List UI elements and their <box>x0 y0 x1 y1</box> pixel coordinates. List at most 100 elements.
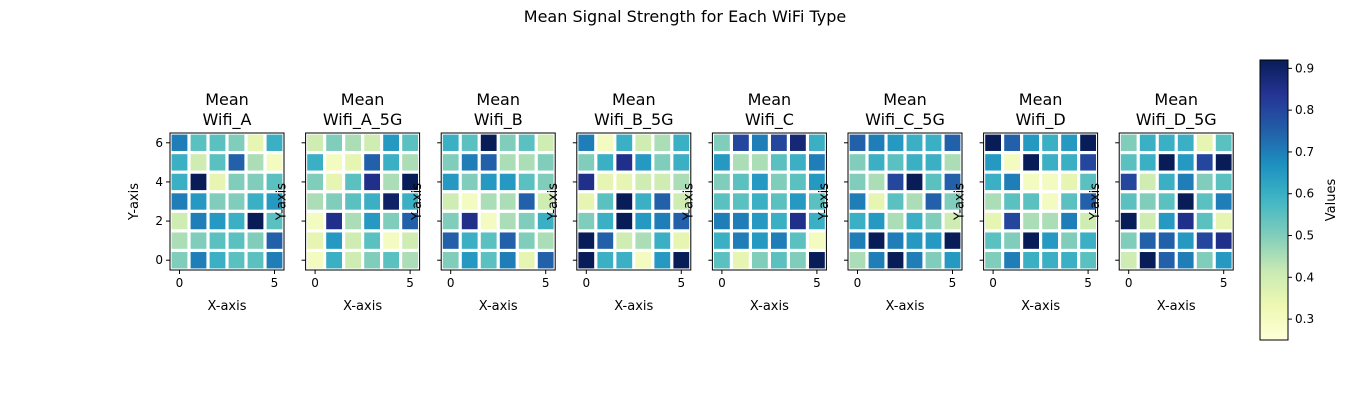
heatmap-cell <box>944 252 961 269</box>
heatmap-cell <box>402 193 418 210</box>
y-tick-label: 6 <box>155 136 163 150</box>
heatmap-cell <box>1120 173 1137 191</box>
heatmap-cell <box>171 154 188 171</box>
heatmap-cell <box>480 134 497 151</box>
heatmap-cell <box>228 252 245 269</box>
heatmap-cell <box>326 232 342 249</box>
heatmap-cell <box>809 212 825 230</box>
heatmap-cell <box>1215 232 1232 249</box>
x-tick-label: 5 <box>542 276 550 290</box>
heatmap-cell <box>809 252 825 269</box>
heatmap-cell <box>442 173 459 191</box>
heatmap-cell <box>597 134 614 151</box>
heatmap-cell <box>499 252 516 269</box>
heatmap-cell <box>383 134 399 151</box>
heatmap-cell <box>906 193 923 210</box>
panel-title-line2: Wifi_B_5G <box>594 110 674 130</box>
heatmap-cell <box>307 173 323 191</box>
heatmap-cell <box>442 232 459 249</box>
heatmap-cell <box>499 154 516 171</box>
x-tick-label: 5 <box>271 276 279 290</box>
heatmap-cell <box>790 252 806 269</box>
heatmap-cell <box>906 154 923 171</box>
heatmap-cell <box>985 173 1001 191</box>
heatmap-cell <box>1139 154 1156 171</box>
heatmap-cell <box>849 232 866 249</box>
heatmap-cell <box>171 193 188 210</box>
heatmap-cell <box>849 173 866 191</box>
panel-title-line2: Wifi_D_5G <box>1136 110 1217 130</box>
heatmap-cell <box>228 134 245 151</box>
heatmap-cell <box>1215 154 1232 171</box>
heatmap-cell <box>616 154 633 171</box>
heatmap-cell <box>171 232 188 249</box>
axes-frame <box>169 132 285 271</box>
heatmap-cell <box>635 173 652 191</box>
heatmap-cell <box>887 232 904 249</box>
heatmap-cell <box>518 154 535 171</box>
heatmap-cell <box>1042 154 1058 171</box>
heatmap-cell <box>1196 134 1213 151</box>
heatmap-cell <box>1196 232 1213 249</box>
heatmap-cell <box>809 232 825 249</box>
heatmap-cell <box>402 134 418 151</box>
heatmap-cell <box>1061 193 1077 210</box>
heatmap-cell <box>228 212 245 230</box>
heatmap-cell <box>1023 252 1039 269</box>
heatmap-cell <box>597 173 614 191</box>
heatmap-cell <box>752 232 768 249</box>
heatmap-cell <box>925 134 942 151</box>
heatmap-cell <box>1158 193 1175 210</box>
figure-title: Mean Signal Strength for Each WiFi Type <box>524 7 846 26</box>
heatmap-cell <box>1080 252 1096 269</box>
heatmap-cell <box>790 154 806 171</box>
y-axis-label: Y-axis <box>1088 183 1103 221</box>
heatmap-cell <box>673 252 690 269</box>
heatmap-cell <box>906 232 923 249</box>
axes-frame <box>305 132 421 271</box>
heatmap-cell <box>654 232 671 249</box>
x-tick-label: 0 <box>176 276 184 290</box>
heatmap-cell <box>402 232 418 249</box>
heatmap-cell <box>461 134 478 151</box>
heatmap-cell <box>1080 212 1096 230</box>
axes-frame <box>576 132 692 271</box>
panel-title-line1: Mean <box>748 90 792 109</box>
heatmap-cell <box>518 193 535 210</box>
heatmap-cell <box>402 212 418 230</box>
heatmap-cell <box>209 154 226 171</box>
heatmap-cell <box>537 154 554 171</box>
heatmap-cell <box>537 193 554 210</box>
heatmap-cell <box>1004 173 1020 191</box>
heatmap-cell <box>247 173 264 191</box>
heatmap-cell <box>266 173 283 191</box>
heatmap-cell <box>985 193 1001 210</box>
heatmap-cell <box>906 134 923 151</box>
heatmap-cell <box>1196 173 1213 191</box>
heatmap-cell <box>1158 212 1175 230</box>
heatmap-cell <box>944 173 961 191</box>
heatmap-cell <box>190 154 207 171</box>
heatmap-cell <box>868 134 885 151</box>
y-axis-label: Y-axis <box>275 183 290 221</box>
y-axis-label: Y-axis <box>817 183 832 221</box>
heatmap-cell <box>654 173 671 191</box>
heatmap-cell <box>1023 232 1039 249</box>
heatmap-cell <box>1158 173 1175 191</box>
colorbar-tick-label: 0.6 <box>1295 187 1314 201</box>
heatmap-cell <box>752 212 768 230</box>
heatmap-cell <box>985 252 1001 269</box>
axes-frame <box>847 132 963 271</box>
x-axis-label: X-axis <box>343 299 382 314</box>
heatmap-cell <box>1004 252 1020 269</box>
heatmap-cell <box>307 212 323 230</box>
heatmap-cell <box>673 193 690 210</box>
heatmap-cell <box>326 154 342 171</box>
heatmap-cell <box>499 232 516 249</box>
heatmap-cell <box>364 252 380 269</box>
heatmap-cell <box>597 193 614 210</box>
heatmap-cell <box>868 193 885 210</box>
